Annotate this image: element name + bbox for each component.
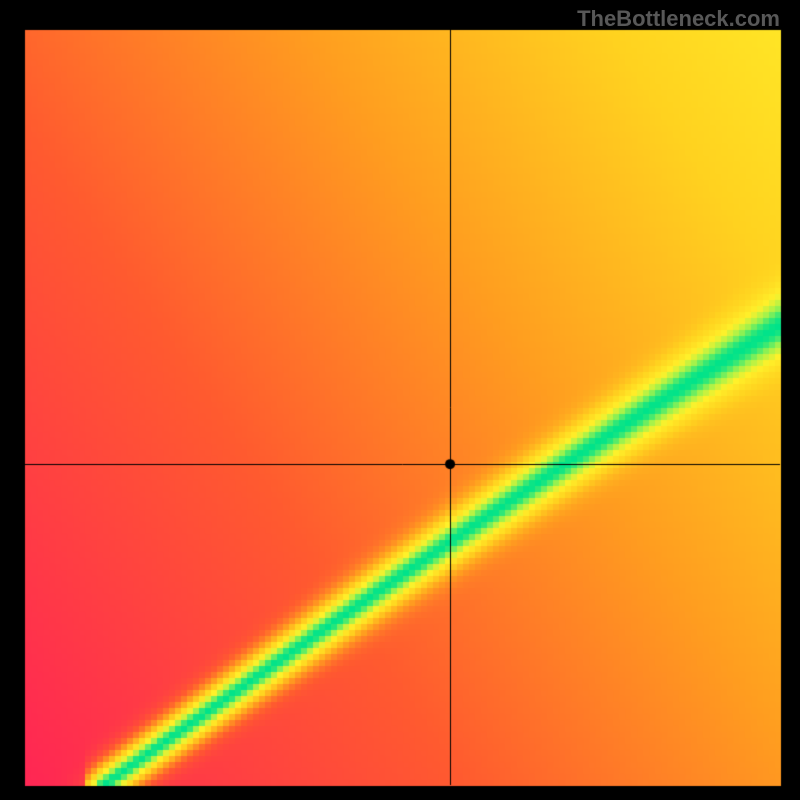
bottleneck-heatmap [0, 0, 800, 800]
watermark-text: TheBottleneck.com [577, 6, 780, 32]
chart-container: TheBottleneck.com [0, 0, 800, 800]
